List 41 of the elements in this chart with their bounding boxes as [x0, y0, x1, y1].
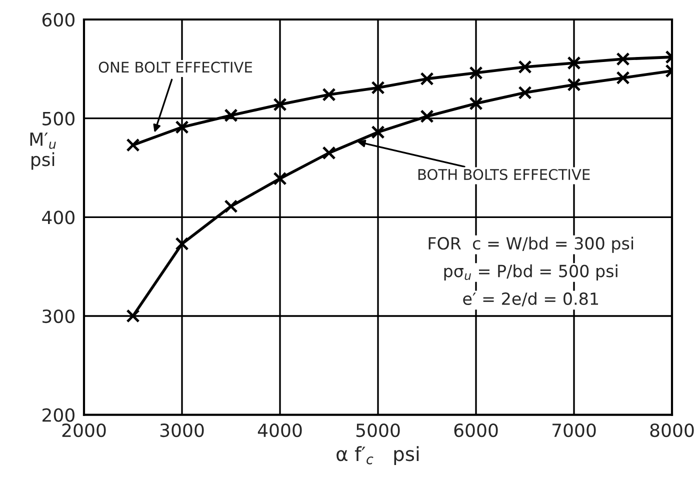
point [420, 72, 434, 86]
y-tick-label: 600 [42, 12, 74, 27]
y-tick-label: 300 [42, 309, 74, 324]
y-tick-label: 400 [42, 210, 74, 224]
annotation: BOTH BOLTS EFFECTIVE [418, 168, 590, 180]
point [420, 110, 434, 124]
point [518, 86, 532, 100]
point [273, 98, 287, 112]
point [616, 52, 630, 66]
annotation: ONE BOLT EFFECTIVE [98, 62, 252, 73]
point [224, 108, 238, 122]
point [567, 78, 581, 92]
point [469, 96, 483, 110]
point [322, 146, 336, 160]
point [126, 138, 140, 152]
y-tick-label: 200 [42, 408, 74, 422]
x-tick-label: 5000 [356, 423, 400, 438]
y-tick-label: 500 [42, 112, 74, 126]
point [126, 309, 140, 323]
x-tick-label: 7000 [552, 423, 596, 438]
point [616, 71, 630, 85]
point [518, 60, 532, 74]
y-axis-title: M′$_{u}$ psi [30, 132, 56, 170]
x-tick-label: 3000 [160, 423, 204, 438]
x-tick-label: 8000 [650, 423, 694, 438]
point [224, 199, 238, 214]
text: α f′$_{c}$ psi [336, 446, 419, 465]
annotation: e′ = 2e/d = 0.81 [463, 292, 598, 306]
annotation: FOR c = W/bd = 300 psi [428, 236, 634, 253]
annotation: pσ$_{u}$ = P/bd = 500 psi [444, 264, 618, 281]
point [567, 56, 581, 70]
point [322, 88, 336, 102]
x-tick-label: 4000 [258, 423, 302, 438]
x-tick-label: 2000 [62, 423, 106, 438]
point [469, 66, 483, 80]
point [273, 172, 287, 186]
x-tick-label: 6000 [454, 423, 498, 438]
point [175, 237, 189, 251]
point [371, 80, 385, 95]
point [175, 120, 189, 134]
point [371, 125, 385, 139]
